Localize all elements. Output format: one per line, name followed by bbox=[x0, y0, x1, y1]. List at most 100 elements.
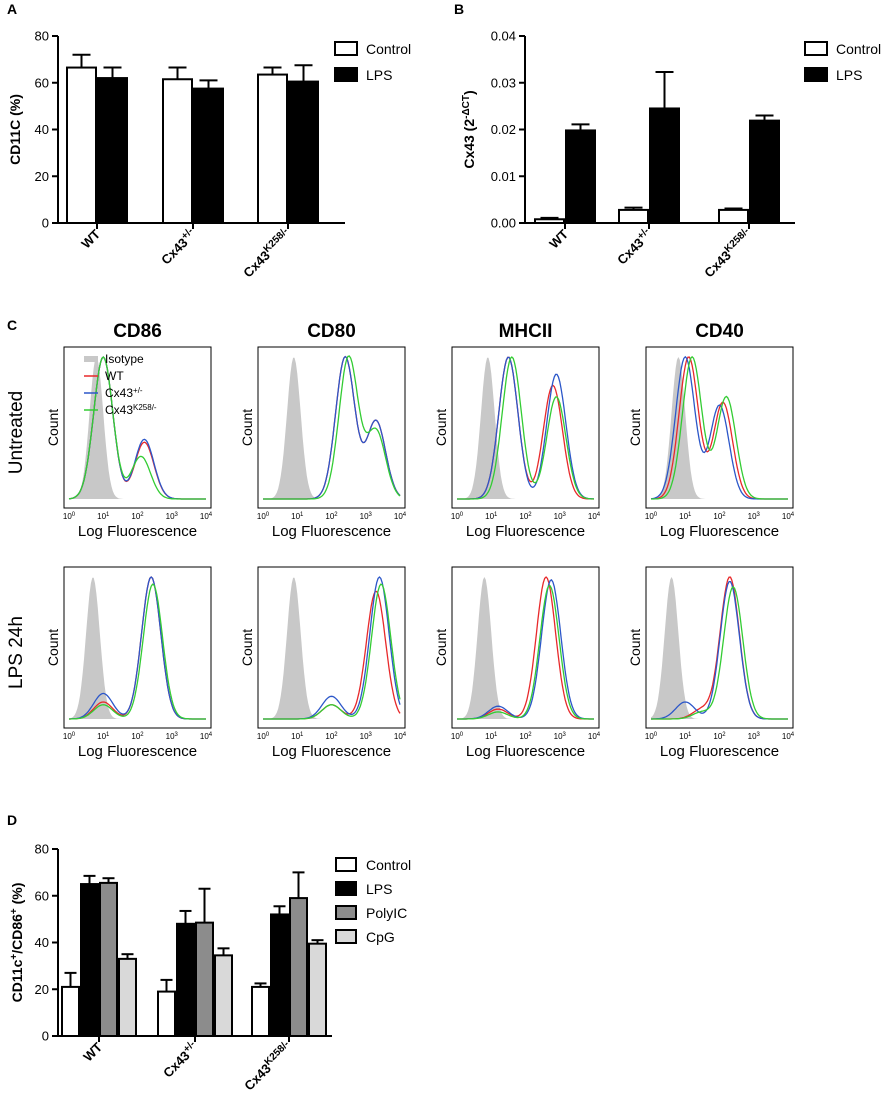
x-tick-label: 101 bbox=[679, 512, 692, 521]
x-tick-label: 101 bbox=[485, 512, 498, 521]
bar-polyic bbox=[99, 881, 118, 1037]
y-tick-label: 60 bbox=[35, 888, 49, 903]
legend-label-control: Control bbox=[836, 41, 881, 57]
x-category-label: WT bbox=[78, 226, 103, 251]
y-tick-label: 0.04 bbox=[491, 29, 516, 44]
het-histogram-line bbox=[457, 579, 594, 720]
x-tick-label: 102 bbox=[131, 512, 144, 521]
x-tick-label: 103 bbox=[554, 512, 567, 521]
y-axis-label: Count bbox=[45, 629, 61, 666]
x-axis-label: Log Fluorescence bbox=[660, 523, 779, 540]
marker-title-cd40: CD40 bbox=[695, 321, 744, 342]
k258-histogram-line bbox=[651, 355, 788, 500]
y-tick-label: 60 bbox=[35, 75, 49, 90]
legend-label-cpg: CpG bbox=[366, 929, 395, 945]
bar-lps bbox=[97, 77, 128, 224]
y-tick-label: 0.00 bbox=[491, 216, 516, 231]
panel-letter-b: B bbox=[454, 1, 464, 17]
x-tick-label: 104 bbox=[394, 512, 407, 521]
legend-label-polyic: PolyIC bbox=[366, 905, 407, 921]
isotype-histogram bbox=[69, 577, 206, 719]
k258-histogram-line bbox=[651, 585, 788, 720]
y-tick-label: 0.03 bbox=[491, 75, 516, 90]
x-tick-label: 103 bbox=[748, 512, 761, 521]
condition-label: LPS 24h bbox=[6, 616, 27, 689]
x-tick-label: 104 bbox=[782, 732, 795, 741]
x-tick-label: 103 bbox=[554, 732, 567, 741]
k258-histogram-line bbox=[457, 356, 595, 500]
x-tick-label: 100 bbox=[451, 512, 464, 521]
panel-letter-a: A bbox=[7, 1, 17, 17]
x-category-label: Cx43+/- bbox=[613, 225, 655, 267]
x-tick-label: 101 bbox=[485, 732, 498, 741]
legend-label-lps: LPS bbox=[836, 67, 862, 83]
x-category-label: Cx43K258/- bbox=[239, 225, 294, 280]
bar-chart-cd11c: 0 20 40 60 80 CD11C (%) WT Cx43+/- Cx43K258/- Con… bbox=[7, 29, 411, 281]
x-category-label: Cx43K258/- bbox=[700, 225, 755, 280]
x-tick-label: 101 bbox=[291, 732, 304, 741]
bar-lps bbox=[649, 107, 680, 224]
y-tick-label: 0 bbox=[42, 216, 49, 231]
x-axis-label: Log Fluorescence bbox=[272, 743, 391, 760]
y-tick-label: 40 bbox=[35, 935, 49, 950]
legend-label-control: Control bbox=[366, 857, 411, 873]
y-axis-label: Count bbox=[433, 629, 449, 666]
legend-label-lps: LPS bbox=[366, 67, 392, 83]
y-tick-label: 40 bbox=[35, 122, 49, 137]
legend-swatch-lps bbox=[804, 67, 828, 82]
y-tick-label: 20 bbox=[35, 982, 49, 997]
k258-histogram-line bbox=[69, 583, 206, 720]
bar-control bbox=[66, 66, 97, 225]
k258-histogram-line bbox=[263, 583, 401, 720]
panel-letter-d: D bbox=[7, 812, 17, 828]
isotype-histogram bbox=[69, 357, 206, 499]
x-tick-label: 100 bbox=[645, 512, 658, 521]
y-tick-label: 0.01 bbox=[491, 169, 516, 184]
legend-swatch-control bbox=[335, 857, 357, 872]
bar-lps bbox=[749, 119, 780, 224]
x-tick-label: 100 bbox=[257, 732, 270, 741]
y-axis-label: Count bbox=[45, 409, 61, 446]
x-tick-label: 101 bbox=[97, 732, 110, 741]
bar-chart-cd11c-cd86: 0 20 40 60 80 CD11c+/CD86+ (%) WT Cx43+/- Cx43K2… bbox=[9, 842, 412, 1094]
bar-lps bbox=[193, 87, 224, 224]
legend-label-control: Control bbox=[366, 41, 411, 57]
legend-swatch-control bbox=[804, 41, 828, 56]
bar-control bbox=[618, 208, 649, 225]
x-category-label: WT bbox=[546, 226, 571, 251]
x-tick-label: 102 bbox=[325, 512, 338, 521]
x-axis-label: Log Fluorescence bbox=[78, 523, 197, 540]
x-category-label: Cx43+/- bbox=[159, 1038, 201, 1080]
isotype-histogram bbox=[263, 357, 400, 499]
marker-title-cd86: CD86 bbox=[113, 321, 162, 342]
x-tick-label: 102 bbox=[713, 512, 726, 521]
x-tick-label: 100 bbox=[257, 512, 270, 521]
bar-control bbox=[162, 78, 193, 225]
x-tick-label: 103 bbox=[360, 732, 373, 741]
bar-polyic bbox=[195, 921, 214, 1037]
bar-control bbox=[157, 990, 176, 1038]
y-axis-label: Cx43 (2-ΔCT) bbox=[461, 90, 478, 168]
x-axis-label: Log Fluorescence bbox=[466, 523, 585, 540]
k258-histogram-line bbox=[263, 355, 401, 500]
legend-label-lps: LPS bbox=[366, 881, 392, 897]
y-axis-label: Count bbox=[627, 409, 643, 446]
bar-cpg bbox=[118, 957, 137, 1037]
x-tick-label: 101 bbox=[679, 732, 692, 741]
bar-lps bbox=[176, 922, 195, 1037]
legend-label: WT bbox=[105, 369, 124, 383]
bar-lps bbox=[288, 80, 319, 224]
k258-histogram-line bbox=[68, 356, 206, 500]
y-axis-label: CD11c+/CD86+ (%) bbox=[9, 883, 26, 1003]
legend-swatch-lps bbox=[335, 881, 357, 896]
y-tick-label: 20 bbox=[35, 169, 49, 184]
x-tick-label: 101 bbox=[291, 512, 304, 521]
marker-title-cd80: CD80 bbox=[307, 321, 356, 342]
bar-lps bbox=[80, 883, 99, 1037]
y-tick-label: 0 bbox=[42, 1029, 49, 1044]
